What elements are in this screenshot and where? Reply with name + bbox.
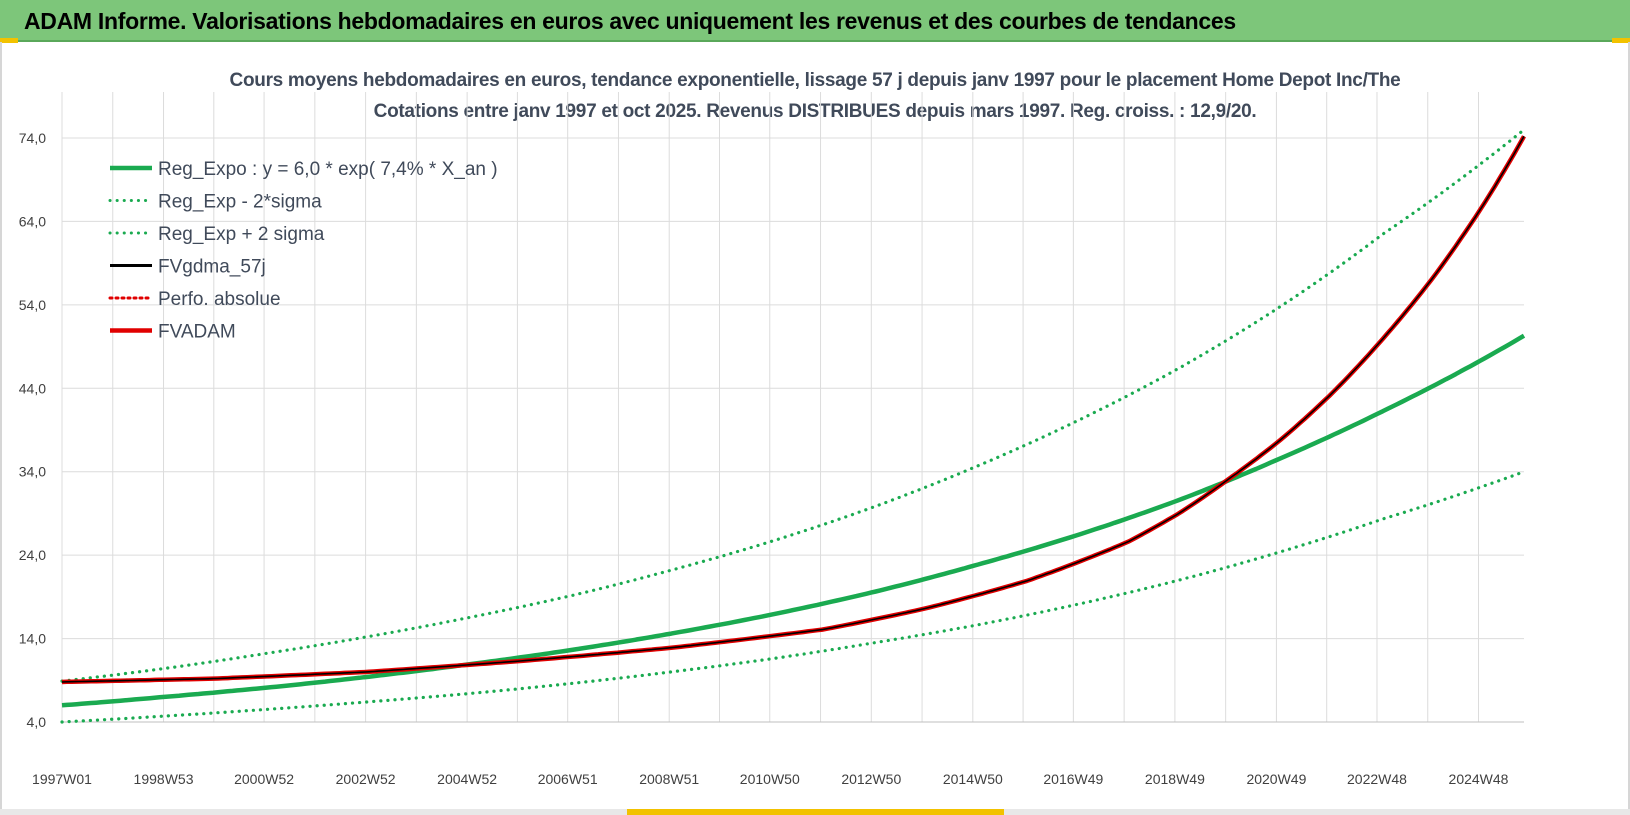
x-tick-label: 2024W48 [1449, 771, 1509, 787]
x-tick-label: 2008W51 [639, 771, 699, 787]
x-tick-label: 2018W49 [1145, 771, 1205, 787]
legend: Reg_Expo : y = 6,0 * exp( 7,4% * X_an ) R… [108, 159, 498, 343]
legend-label: Reg_Expo : y = 6,0 * exp( 7,4% * X_an ) [158, 159, 498, 180]
x-tick-label: 2006W51 [538, 771, 598, 787]
grid [61, 92, 1524, 723]
series-line [61, 333, 1526, 708]
x-tick-label: 2022W48 [1347, 771, 1407, 787]
x-tick-label: 2004W52 [437, 771, 497, 787]
x-tick-label: 2016W49 [1043, 771, 1103, 787]
banner-corner-left [0, 38, 18, 43]
chart-frame [0, 42, 1630, 815]
series-line [60, 128, 1526, 683]
legend-label: FVADAM [158, 322, 236, 343]
series-line [61, 135, 1525, 683]
y-tick-label: 24,0 [19, 547, 46, 563]
y-tick-label: 14,0 [19, 631, 46, 647]
y-tick-label: 4,0 [27, 714, 47, 730]
x-tick-label: 2012W50 [841, 771, 901, 787]
y-tick-label: 74,0 [19, 130, 46, 146]
x-tick-label: 1998W53 [134, 771, 194, 787]
x-tick-label: 2020W49 [1246, 771, 1306, 787]
series-line [61, 135, 1526, 685]
x-tick-label: 2002W52 [336, 771, 396, 787]
chart-title: Cours moyens hebdomadaires en euros, ten… [229, 70, 1401, 91]
x-tick-label: 1997W01 [32, 771, 92, 787]
y-tick-label: 54,0 [19, 297, 46, 313]
banner: ADAM Informe. Valorisations hebdomadaire… [0, 0, 1630, 43]
y-tick-label: 34,0 [19, 464, 46, 480]
legend-label: Reg_Exp + 2 sigma [158, 224, 325, 245]
y-tick-label: 64,0 [19, 213, 46, 229]
y-tick-label: 44,0 [19, 380, 46, 396]
legend-label: Reg_Exp - 2*sigma [158, 192, 322, 213]
x-tick-label: 2000W52 [234, 771, 294, 787]
x-tick-label: 2014W50 [943, 771, 1003, 787]
bottom-strip-mark [627, 809, 1004, 815]
legend-label: Perfo. absolue [158, 289, 281, 310]
series-lines [60, 128, 1526, 724]
x-tick-label: 2010W50 [740, 771, 800, 787]
banner-corner-right [1612, 38, 1630, 43]
chart-subtitle: Cotations entre janv 1997 et oct 2025. R… [373, 101, 1257, 122]
x-axis-ticks: 1997W01 1998W53 2000W52 2002W52 2004W52 2006W… [32, 771, 1509, 787]
series-line [61, 135, 1525, 683]
banner-title: ADAM Informe. Valorisations hebdomadaire… [24, 8, 1236, 34]
y-axis-ticks: 4,0 14,0 24,0 34,0 44,0 54,0 64,0 74,0 [19, 130, 46, 730]
legend-label: FVgdma_57j [158, 257, 266, 278]
bottom-strip [0, 809, 1630, 815]
